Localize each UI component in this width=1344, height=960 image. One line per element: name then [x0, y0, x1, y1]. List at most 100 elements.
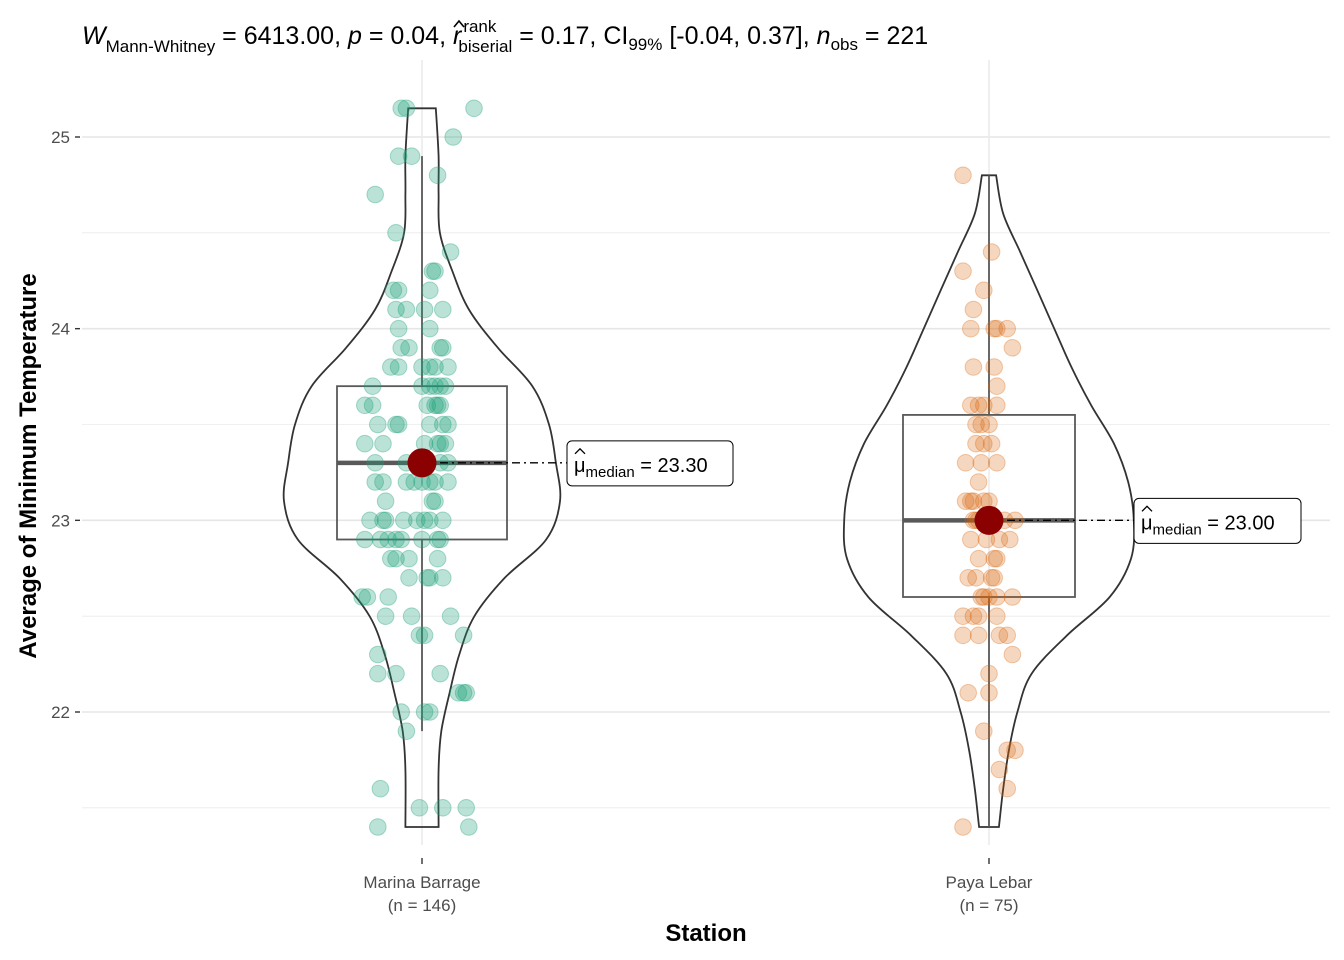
- data-point: [413, 377, 431, 396]
- data-point: [366, 473, 385, 491]
- data-point: [962, 396, 980, 415]
- data-point: [444, 128, 463, 146]
- data-point: [413, 530, 431, 549]
- effsize-value: 0.17: [541, 22, 590, 50]
- median-label-value: 23.30: [658, 455, 708, 477]
- median-label-equals: =: [635, 455, 658, 477]
- data-point: [990, 530, 1009, 549]
- data-point: [434, 511, 452, 530]
- y-axis-title: Average of Minimum Temperature: [15, 273, 42, 658]
- data-point: [366, 454, 385, 472]
- data-point: [382, 549, 400, 568]
- data-point: [975, 722, 993, 741]
- data-point: [975, 588, 993, 606]
- data-point: [382, 358, 400, 376]
- data-point: [998, 626, 1017, 645]
- data-point: [439, 415, 457, 434]
- data-point: [363, 377, 382, 396]
- data-point: [421, 319, 439, 338]
- data-point: [426, 396, 444, 415]
- stat-symbol: W: [82, 22, 108, 50]
- median-label-box-marina-barrage: [566, 440, 734, 487]
- data-point: [369, 818, 387, 836]
- ci-label: CI: [603, 22, 628, 50]
- data-point: [389, 147, 408, 165]
- data-point: [1003, 588, 1022, 606]
- data-point: [397, 99, 416, 118]
- data-point: [428, 396, 447, 415]
- data-point: [361, 511, 379, 530]
- data-point: [962, 492, 980, 511]
- data-point: [972, 454, 991, 472]
- data-point: [428, 434, 447, 453]
- x-axis: Marina Barrage (n = 146) Paya Lebar (n = 75…: [363, 858, 1033, 915]
- n-value: 221: [886, 22, 928, 50]
- data-point: [363, 396, 382, 415]
- data-point: [353, 588, 372, 606]
- data-point: [369, 415, 387, 434]
- data-point: [431, 339, 450, 357]
- data-point: [369, 645, 387, 664]
- data-point: [449, 684, 468, 702]
- y-tick-label: 22: [51, 703, 70, 722]
- data-point: [956, 492, 975, 511]
- data-point: [392, 339, 411, 357]
- data-point: [988, 377, 1006, 396]
- data-point: [436, 434, 455, 453]
- data-point: [959, 569, 978, 587]
- data-point: [972, 415, 991, 434]
- data-point: [969, 396, 988, 415]
- data-point: [421, 703, 439, 721]
- median-label-symbol: μ: [574, 455, 586, 477]
- data-point: [395, 511, 413, 530]
- data-point: [376, 607, 395, 626]
- median-label-hat: [1141, 505, 1153, 512]
- data-point: [426, 358, 444, 376]
- data-point: [990, 760, 1009, 779]
- data-point: [964, 607, 983, 626]
- data-point: [431, 396, 450, 415]
- data-point: [387, 415, 405, 434]
- data-point: [434, 415, 452, 434]
- data-point: [954, 818, 972, 836]
- data-point: [415, 511, 434, 530]
- data-point: [954, 607, 972, 626]
- data-point: [954, 262, 972, 281]
- data-point: [421, 569, 439, 587]
- median-label-paya-lebar: μmedian = 23.00: [1141, 512, 1275, 538]
- data-point: [423, 492, 442, 511]
- chart-subtitle: WMann-Whitney = 6413.00, p = 0.04, r rank…: [82, 17, 928, 56]
- p-symbol: p: [347, 22, 362, 50]
- data-point: [421, 358, 439, 376]
- y-tick-label: 25: [51, 128, 70, 147]
- data-point: [387, 664, 405, 683]
- data-point: [954, 626, 972, 645]
- data-point: [384, 281, 403, 300]
- stat-subscript: Mann-Whitney: [106, 37, 216, 56]
- data-point: [431, 664, 450, 683]
- data-point: [988, 396, 1006, 415]
- median-marker-paya-lebar: [974, 505, 1004, 535]
- violins: [282, 107, 1136, 828]
- data-point: [967, 434, 985, 453]
- data-point: [397, 473, 416, 491]
- data-point: [1001, 530, 1019, 549]
- median-label-value: 23.00: [1225, 512, 1275, 534]
- data-point: [441, 607, 460, 626]
- data-point: [967, 415, 985, 434]
- data-point: [964, 300, 983, 319]
- x-tick-n-label: (n = 146): [388, 896, 457, 915]
- effsize-symbol: r: [453, 22, 463, 50]
- data-point: [371, 530, 390, 549]
- data-point: [956, 454, 975, 472]
- median-label-subscript: median: [1153, 521, 1202, 538]
- data-point: [428, 166, 447, 185]
- data-point: [988, 607, 1006, 626]
- x-tick-label: Marina Barrage: [363, 873, 480, 892]
- y-tick-label: 24: [51, 320, 70, 339]
- data-point: [418, 396, 437, 415]
- data-point: [387, 549, 405, 568]
- data-point: [975, 281, 993, 300]
- box-paya-lebar: [902, 414, 1076, 598]
